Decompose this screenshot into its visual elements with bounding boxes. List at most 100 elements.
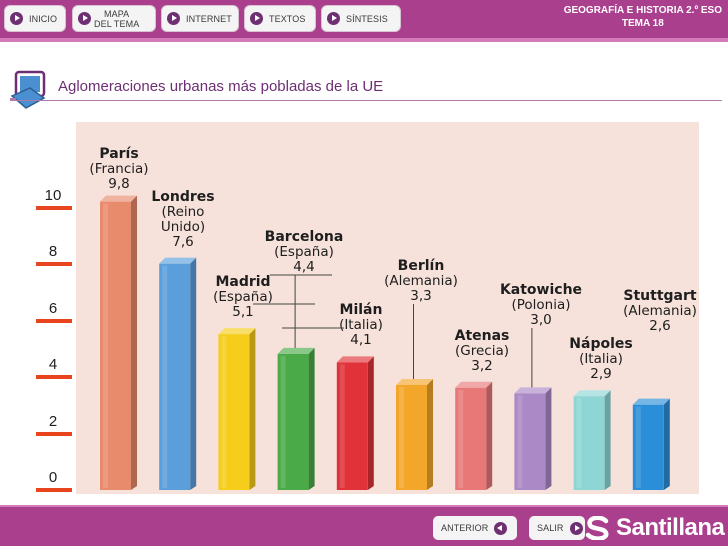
bar-side — [367, 356, 374, 490]
bar-country-label: (Francia) — [89, 161, 148, 177]
page-title: Aglomeraciones urbanas más pobladas de l… — [58, 78, 384, 95]
bar-city-label: Londres — [151, 189, 214, 205]
bar-city-label: Atenas — [455, 328, 510, 344]
bar-value-label: 5,1 — [232, 304, 253, 320]
bar-country-label: (Italia) — [579, 351, 623, 367]
bar-side — [545, 387, 552, 490]
bar-country-label: (España) — [274, 244, 334, 260]
course-info: GEOGRAFÍA E HISTORIA 2.º ESO TEMA 18 — [564, 4, 722, 30]
bar-top — [514, 387, 552, 394]
bar-top — [455, 381, 493, 388]
anterior-button[interactable]: ANTERIOR — [433, 516, 517, 540]
bar-city-label: Nápoles — [569, 336, 632, 352]
bar-city-label: Milán — [340, 302, 383, 318]
bar-group — [455, 381, 493, 490]
bar-city-label: Stuttgart — [623, 288, 697, 304]
play-arrow-icon — [10, 12, 23, 25]
bar-highlight — [635, 406, 641, 488]
bar-top — [396, 378, 433, 385]
bar-side — [249, 328, 256, 490]
bar-city-label: Berlín — [398, 258, 445, 274]
bar-side — [427, 378, 433, 490]
bar-side — [663, 398, 670, 490]
santillana-mark-icon — [585, 516, 609, 540]
y-tick-mark — [36, 488, 72, 492]
top-bar-strip — [0, 38, 728, 42]
bar-top — [336, 356, 374, 363]
bar-highlight — [576, 398, 582, 488]
mapa-del-tema-label: MAPA DEL TEMA — [94, 9, 139, 29]
bar-country-label: (Alemania) — [623, 303, 697, 319]
play-arrow-icon — [167, 12, 180, 25]
internet-label: INTERNET — [186, 13, 232, 24]
course-title: GEOGRAFÍA E HISTORIA 2.º ESO — [563, 5, 722, 16]
sintesis-label: SÍNTESIS — [346, 13, 388, 24]
inicio-button[interactable]: INICIO — [4, 5, 66, 32]
mapa-line2: DEL TEMA — [94, 18, 140, 29]
y-tick-mark — [36, 375, 72, 380]
salir-button[interactable]: SALIR — [529, 516, 585, 540]
bar-top — [632, 398, 670, 405]
bar-highlight — [103, 203, 108, 488]
bar-top — [100, 195, 137, 202]
course-topic: TEMA 18 — [621, 18, 664, 29]
bar-group — [100, 195, 137, 490]
sintesis-button[interactable]: SÍNTESIS — [321, 5, 401, 32]
bar-group — [159, 257, 197, 490]
bar-highlight — [339, 364, 345, 488]
anterior-label: ANTERIOR — [441, 523, 489, 533]
y-tick-mark — [36, 431, 72, 436]
santillana-logo: Santillana — [584, 514, 725, 542]
bar-top — [277, 347, 315, 354]
play-arrow-icon — [327, 12, 340, 25]
brand-name: Santillana — [616, 514, 725, 541]
bar-group — [218, 328, 256, 490]
play-arrow-icon — [250, 12, 263, 25]
presentation-icon — [10, 70, 46, 109]
y-tick-label: 2 — [48, 412, 58, 430]
textos-button[interactable]: TEXTOS — [244, 5, 316, 32]
bar-group — [573, 390, 611, 490]
bar-country-label: (Reino — [162, 204, 205, 220]
y-tick-mark — [36, 206, 72, 210]
bar-side — [308, 347, 315, 490]
bar-value-label: 3,2 — [471, 358, 492, 374]
bar-value-label: 2,6 — [649, 318, 670, 334]
bar-group — [632, 398, 670, 490]
bar-top — [159, 257, 197, 264]
salir-label: SALIR — [537, 523, 564, 533]
bar-highlight — [221, 336, 227, 488]
bar-highlight — [162, 265, 168, 488]
bottom-bar-strip — [0, 505, 728, 508]
bar-country-label: (Polonia) — [511, 297, 570, 313]
bar-top — [218, 328, 256, 335]
bar-side — [486, 381, 493, 490]
inicio-label: INICIO — [29, 13, 58, 24]
bar-city-label: Katowiche — [500, 282, 582, 298]
bar-group — [277, 347, 315, 490]
mapa-line1: MAPA — [104, 8, 130, 19]
bar-country-label: (España) — [213, 289, 273, 305]
y-tick-mark — [36, 262, 72, 267]
bar-value-label: 3,0 — [530, 312, 551, 328]
bar-side — [131, 195, 137, 490]
back-arrow-icon — [494, 521, 508, 535]
bar-country-label: (Italia) — [339, 317, 383, 333]
bar-city-label: Madrid — [215, 274, 270, 290]
y-tick-label: 8 — [48, 243, 58, 261]
bar-group — [396, 378, 433, 490]
mapa-del-tema-button[interactable]: MAPA DEL TEMA — [72, 5, 156, 32]
bar-value-label: 3,3 — [410, 288, 431, 304]
bar-value-label: 7,6 — [172, 234, 193, 250]
bar-group — [336, 356, 374, 490]
bar-highlight — [280, 355, 286, 488]
bar-highlight — [458, 389, 464, 488]
textos-label: TEXTOS — [269, 13, 306, 24]
internet-button[interactable]: INTERNET — [161, 5, 239, 32]
bar-highlight — [517, 395, 523, 488]
bar-highlight — [399, 386, 404, 488]
bar-value-label: 9,8 — [108, 176, 129, 192]
y-tick-label: 10 — [44, 187, 62, 204]
play-arrow-icon — [78, 12, 91, 25]
bar-side — [190, 257, 197, 490]
